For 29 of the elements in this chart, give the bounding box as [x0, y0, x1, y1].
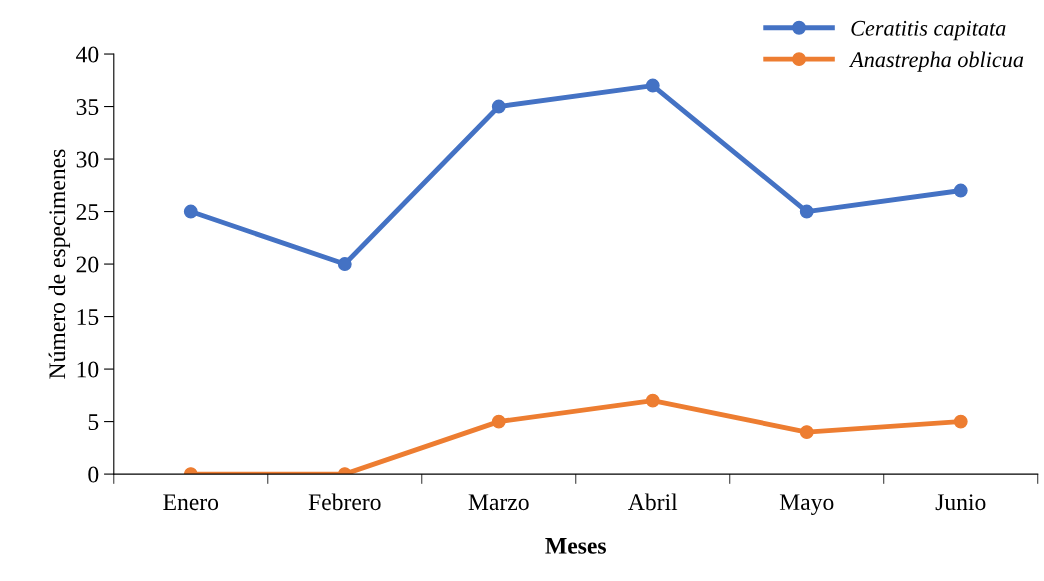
point	[491, 99, 506, 114]
y-tick-label: 5	[88, 414, 99, 431]
y-tick-label: 25	[76, 204, 99, 220]
y-tick-label: 0	[88, 466, 99, 483]
point	[799, 425, 814, 440]
x-axis-title: Meses	[545, 538, 606, 554]
legend-label: Ceratitis capitata	[851, 20, 1006, 41]
x-tick-label: Febrero	[308, 493, 381, 511]
point	[337, 257, 352, 272]
y-tick-label: 35	[76, 99, 99, 115]
y-tick-label: 15	[77, 309, 99, 325]
point	[491, 414, 506, 429]
point	[183, 204, 198, 219]
x-tick-label: Abril	[628, 493, 678, 511]
x-tick-label: Marzo	[468, 494, 529, 511]
y-axis-title: Número de especimenes	[48, 149, 71, 379]
point	[953, 414, 968, 429]
x-tick-label: Mayo	[779, 494, 834, 515]
point	[799, 204, 814, 219]
legend-label: Anastrepha oblicua	[848, 51, 1024, 72]
point	[953, 183, 968, 198]
y-tick-label: 30	[76, 151, 99, 168]
y-tick-label: 40	[76, 46, 99, 63]
y-tick-label: 20	[76, 256, 99, 273]
x-tick-label: Enero	[163, 494, 219, 511]
point	[645, 78, 660, 93]
point	[645, 393, 660, 408]
x-tick-label: Junio	[935, 494, 986, 511]
y-tick-label: 10	[77, 361, 99, 378]
